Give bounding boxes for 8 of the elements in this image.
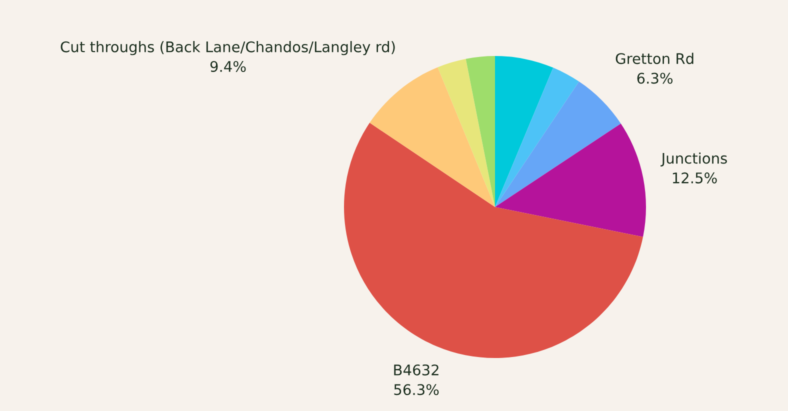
slice-label: B4632 (394, 364, 438, 376)
slice-label: Cut throughs (Back Lane/Chandos/Langley rd) (60, 41, 395, 56)
data-label: 9.4% (210, 60, 246, 72)
data-label: 56.3% (394, 384, 439, 396)
data-label: 12.5% (672, 172, 717, 184)
slice-label: Junctions (660, 152, 727, 166)
slice-label: Gretton Rd (616, 52, 694, 64)
data-label: 6.3% (637, 72, 673, 84)
